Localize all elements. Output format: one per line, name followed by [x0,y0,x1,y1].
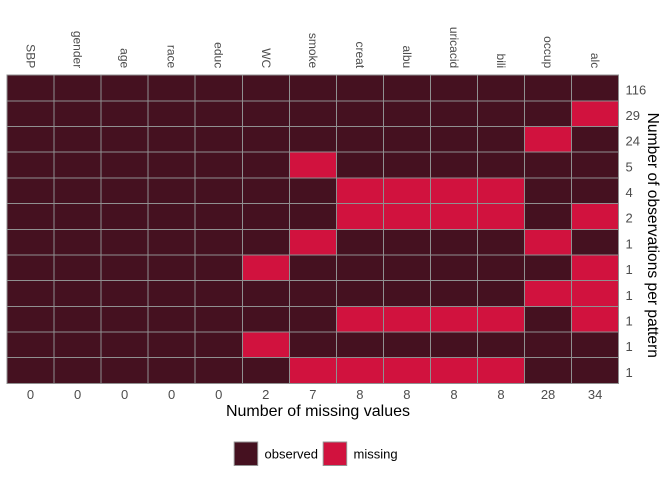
svg-text:5: 5 [626,159,633,174]
svg-text:Number of observations per pat: Number of observations per pattern [644,113,661,358]
svg-text:SBP: SBP [24,44,38,68]
svg-text:2: 2 [262,387,269,402]
svg-text:gender: gender [71,31,85,68]
svg-text:7: 7 [309,387,316,402]
svg-text:0: 0 [74,387,81,402]
svg-text:1: 1 [626,365,633,380]
svg-text:educ: educ [212,42,226,68]
svg-text:age: age [118,48,132,68]
svg-text:missing: missing [354,446,398,461]
svg-text:occup: occup [541,36,555,68]
svg-text:1: 1 [626,339,633,354]
svg-text:0: 0 [121,387,128,402]
svg-text:bili: bili [494,54,508,69]
svg-text:smoke: smoke [306,33,320,69]
svg-text:24: 24 [626,134,640,149]
svg-text:1: 1 [626,262,633,277]
svg-text:0: 0 [168,387,175,402]
svg-text:1: 1 [626,236,633,251]
svg-text:Number of missing values: Number of missing values [226,403,410,420]
svg-text:race: race [165,45,179,69]
svg-text:creat: creat [353,42,367,69]
svg-text:albu: albu [400,46,414,69]
svg-text:8: 8 [403,387,410,402]
svg-text:8: 8 [356,387,363,402]
svg-text:2: 2 [626,211,633,226]
svg-text:4: 4 [626,185,633,200]
svg-text:observed: observed [265,446,318,461]
svg-text:8: 8 [450,387,457,402]
svg-text:0: 0 [27,387,34,402]
svg-text:1: 1 [626,288,633,303]
svg-text:28: 28 [541,387,555,402]
svg-text:alc: alc [588,53,602,68]
svg-text:0: 0 [215,387,222,402]
svg-text:WC: WC [259,48,273,68]
svg-text:29: 29 [626,108,640,123]
svg-text:8: 8 [497,387,504,402]
svg-text:1: 1 [626,313,633,328]
svg-text:34: 34 [588,387,602,402]
svg-text:116: 116 [626,82,647,97]
svg-text:uricacid: uricacid [447,27,461,68]
